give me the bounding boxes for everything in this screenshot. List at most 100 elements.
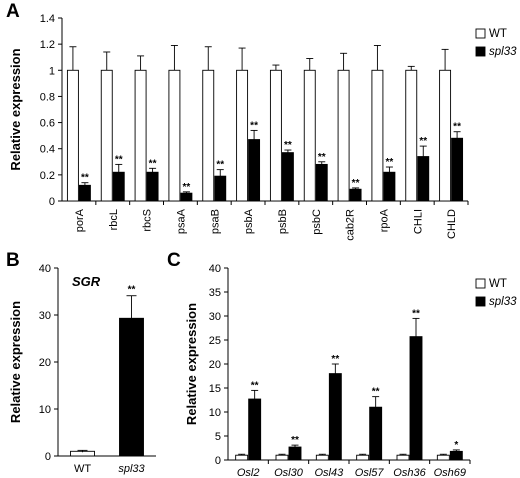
panel-a-bar-spl33 xyxy=(349,188,362,202)
panel-a-significance-mark: ** xyxy=(386,157,394,168)
panel-a-y-tick-label: 0.4 xyxy=(40,144,55,156)
panel-c-significance-mark: ** xyxy=(291,435,299,446)
panel-a-bar-wt xyxy=(303,69,316,202)
panel-a-y-axis-title: Relative expression xyxy=(8,48,23,170)
panel-a-bar-wt xyxy=(134,69,147,202)
panel-a-category-label: psbB xyxy=(277,209,289,234)
panel-a-significance-mark: ** xyxy=(250,120,258,131)
panel-a-legend-swatch-spl33 xyxy=(475,46,486,57)
panel-c-y-tick-label: 0 xyxy=(215,455,221,467)
panel-a-category-label: rbcL xyxy=(108,209,120,230)
panel-a-legend-label-wt: WT xyxy=(489,28,507,40)
panel-c-category-label: Osl57 xyxy=(355,467,385,478)
panel-a-bar-spl33 xyxy=(281,152,294,202)
panel-c-legend-swatch-spl33 xyxy=(475,296,486,307)
panel-c-y-tick-label: 20 xyxy=(209,359,221,371)
panel-a-y-tick-label: 0.6 xyxy=(40,118,55,130)
panel-c-bar-spl33 xyxy=(288,446,302,461)
panel-a-category-label: rpoA xyxy=(378,208,390,232)
panel-b-y-axis-title: Relative expression xyxy=(8,301,23,423)
panel-a-category-label: rbcS xyxy=(142,209,154,232)
panel-c-bar-spl33 xyxy=(409,336,423,461)
panel-c-y-tick-label: 5 xyxy=(215,431,221,443)
panel-a-significance-mark: ** xyxy=(318,152,326,163)
panel-a-bar-wt xyxy=(371,69,384,202)
panel-c-bar-spl33 xyxy=(328,373,342,461)
panel-a-y-tick-label: 1.4 xyxy=(40,13,55,25)
panel-b-y-tick-label: 10 xyxy=(39,404,51,416)
panel-c-y-tick-label: 40 xyxy=(209,263,221,275)
panel-a-y-tick-label: 1 xyxy=(49,65,55,77)
panel-c-category-label: Osh69 xyxy=(434,467,466,478)
panel-a-category-label: CHLD xyxy=(446,209,458,239)
panel-b-y-tick-label: 40 xyxy=(39,263,51,275)
panel-c-y-tick-label: 30 xyxy=(209,311,221,323)
panel-a-bar-spl33 xyxy=(248,139,261,202)
panel-c-y-tick-label: 10 xyxy=(209,407,221,419)
panel-b-y-tick-label: 20 xyxy=(39,357,51,369)
panel-a-bar-spl33 xyxy=(315,163,328,202)
panel-a-bar-spl33 xyxy=(451,137,464,202)
panel-b-category-label: WT xyxy=(74,463,91,475)
panel-a-category-label: psaB xyxy=(209,209,221,234)
panel-b-y-tick-label: 30 xyxy=(39,310,51,322)
panel-a-significance-mark: ** xyxy=(453,122,461,133)
panel-b-y-tick-label: 0 xyxy=(45,451,51,463)
panel-c-y-tick-label: 35 xyxy=(209,287,221,299)
panel-b-bar-spl33 xyxy=(119,317,144,457)
panel-c-significance-mark: ** xyxy=(251,380,259,391)
panel-c-legend-label-wt: WT xyxy=(489,278,507,290)
panel-c-legend-label-spl33: spl33 xyxy=(489,296,517,308)
panel-letter-c: C xyxy=(167,250,181,271)
panel-c-bar-wt xyxy=(396,454,410,461)
panel-c-bar-spl33 xyxy=(248,398,262,461)
panel-a-bar-wt xyxy=(439,69,452,202)
panel-a-significance-mark: ** xyxy=(81,173,89,184)
panel-a-significance-mark: ** xyxy=(284,140,292,151)
panel-c-category-label: Osl2 xyxy=(237,467,260,478)
panel-c-category-label: Osl43 xyxy=(314,467,344,478)
panel-a-bar-wt xyxy=(168,69,181,202)
panel-a-significance-mark: ** xyxy=(115,154,123,165)
panel-c-significance-mark: ** xyxy=(412,308,420,319)
panel-a-y-tick-label: 0.2 xyxy=(40,170,55,182)
panel-a-y-tick-label: 0.8 xyxy=(40,91,55,103)
panel-c-y-axis-title: Relative expression xyxy=(184,303,199,425)
panel-a-significance-mark: ** xyxy=(352,178,360,189)
panel-a-significance-mark: ** xyxy=(419,136,427,147)
panel-a-category-label: porA xyxy=(74,208,86,232)
panel-b-chart-title: SGR xyxy=(72,274,101,289)
panel-a-y-tick-label: 1.2 xyxy=(40,39,55,51)
panel-b-category-label: spl33 xyxy=(118,463,145,475)
panel-a-bar-wt xyxy=(337,69,350,202)
panel-a-bar-wt xyxy=(100,69,113,202)
panel-c-legend-swatch-wt xyxy=(475,278,486,289)
panel-a-significance-mark: ** xyxy=(216,160,224,171)
panel-c-bar-wt xyxy=(275,454,289,461)
panel-c-significance-mark: ** xyxy=(331,354,339,365)
panel-c-y-tick-label: 25 xyxy=(209,335,221,347)
panel-a-legend-swatch-wt xyxy=(475,28,486,39)
panel-c-category-label: Osl30 xyxy=(274,467,304,478)
panel-b-chart: 0 10 20 30 40 Relative expression WT ** spl33 SGR xyxy=(8,263,156,475)
panel-c-bar-wt xyxy=(235,454,249,461)
panel-a-bar-wt xyxy=(405,69,418,202)
panel-c-significance-mark: * xyxy=(454,440,458,451)
panel-a-bar-wt xyxy=(236,69,249,202)
panel-a-bar-wt xyxy=(202,69,215,202)
panel-c-category-label: Osh36 xyxy=(393,467,426,478)
panel-c-bar-wt xyxy=(315,454,329,461)
panel-a-significance-mark: ** xyxy=(183,182,191,193)
panel-c-y-tick-label: 15 xyxy=(209,383,221,395)
panel-a-bar-spl33 xyxy=(146,171,159,202)
panel-a-category-label: psbA xyxy=(243,208,255,234)
panel-a-y-tick-label: 0 xyxy=(49,196,55,208)
panel-a-chart: 0 0.2 0.4 0.6 0.8 1 1.2 1.4 Relative expression *… xyxy=(8,13,517,241)
panel-a-category-label: CHLI xyxy=(412,209,424,234)
panel-a-bar-wt xyxy=(269,69,282,202)
panel-letter-b: B xyxy=(6,250,20,271)
panel-a-category-label: psbC xyxy=(311,209,323,235)
panel-a-legend-label-spl33: spl33 xyxy=(489,46,517,58)
panel-c-bar-wt xyxy=(436,454,450,461)
